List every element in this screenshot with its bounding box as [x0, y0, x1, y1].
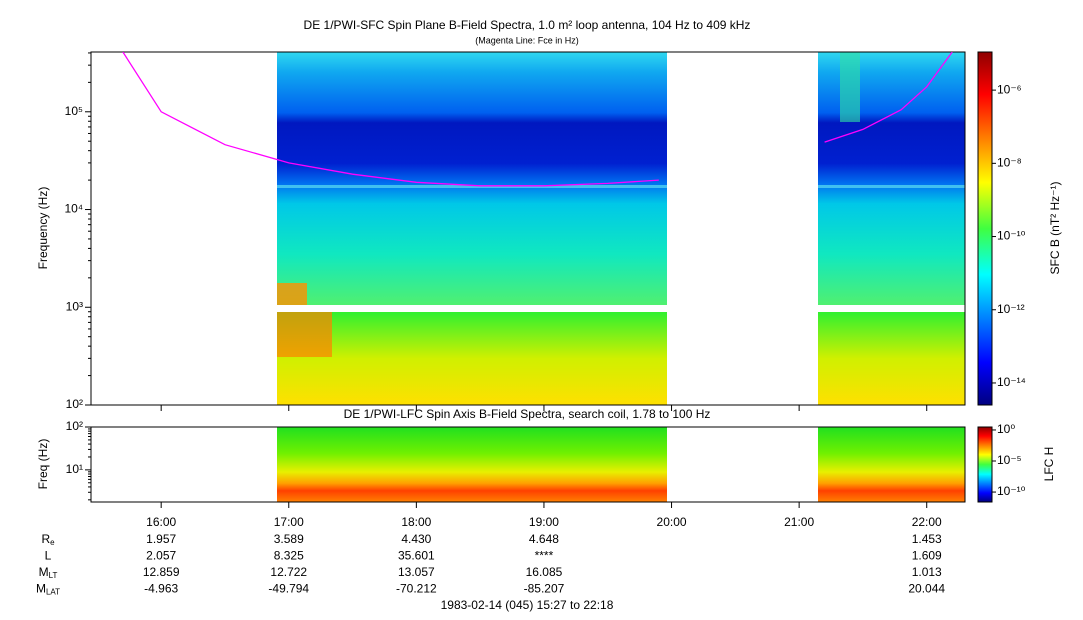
row-label: L [45, 549, 52, 563]
x-tick-label: 19:00 [529, 515, 559, 529]
y-tick-label: 10² [66, 419, 83, 433]
spectrogram-patch [277, 283, 307, 305]
y-tick-label: 10¹ [66, 462, 83, 476]
plot-frame [90, 51, 966, 406]
colorbar-tick-label: 10⁻¹² [997, 302, 1025, 316]
spectrogram-patch [840, 52, 860, 122]
spectrogram-block [818, 312, 965, 405]
spectrogram-block [277, 427, 667, 502]
row-label-main: R [41, 532, 50, 546]
ephemeris-value: 4.648 [529, 532, 559, 546]
colorbar-tick-label: 10⁰ [997, 422, 1015, 436]
ephemeris-value: -85.207 [524, 582, 565, 596]
spectrogram-band [277, 185, 667, 188]
x-tick-label: 20:00 [657, 515, 687, 529]
ephemeris-value: 1.609 [912, 549, 942, 563]
ephemeris-value: 16.085 [526, 565, 563, 579]
ephemeris-value: -49.794 [268, 582, 309, 596]
ephemeris-value: **** [535, 549, 554, 563]
x-tick-label: 17:00 [274, 515, 304, 529]
row-label: MLT [39, 565, 58, 580]
colorbar-tick-label: 10⁻⁵ [997, 453, 1022, 467]
ephemeris-value: 8.325 [274, 549, 304, 563]
y-tick-label: 10² [66, 397, 83, 411]
x-tick-label: 18:00 [401, 515, 431, 529]
plot-frame [90, 426, 966, 503]
y-axis-label: Freq (Hz) [36, 439, 50, 490]
colorbar-label: LFC H [1042, 447, 1056, 482]
row-label: Re [41, 532, 55, 547]
spectrogram-patch [277, 312, 332, 357]
ephemeris-value: -70.212 [396, 582, 437, 596]
ephemeris-value: 2.057 [146, 549, 176, 563]
y-tick-label: 10³ [66, 299, 83, 313]
ephemeris-value: 20.044 [908, 582, 945, 596]
y-axis-label: Frequency (Hz) [36, 187, 50, 270]
row-label-sub: LAT [46, 588, 60, 597]
ephemeris-value: 35.601 [398, 549, 435, 563]
colorbar-tick-label: 10⁻⁶ [997, 82, 1022, 96]
ephemeris-value: -4.963 [144, 582, 178, 596]
panel-title: DE 1/PWI-LFC Spin Axis B-Field Spectra, … [344, 407, 711, 421]
spectrogram-block [277, 312, 667, 405]
row-label: MLAT [36, 582, 60, 597]
spectrogram-band [818, 185, 965, 188]
chart-subtitle: (Magenta Line: Fce in Hz) [475, 35, 579, 45]
row-label-main: M [36, 582, 46, 596]
ephemeris-value: 12.722 [270, 565, 307, 579]
colorbar [977, 51, 993, 406]
row-label-main: L [45, 549, 52, 563]
colorbar-tick-label: 10⁻¹⁴ [997, 375, 1026, 389]
ephemeris-value: 1.957 [146, 532, 176, 546]
colorbar-tick-label: 10⁻¹⁰ [997, 484, 1026, 498]
spectrogram-block [277, 52, 667, 305]
spectrogram-block [818, 427, 965, 502]
chart-title: DE 1/PWI-SFC Spin Plane B-Field Spectra,… [304, 18, 751, 32]
colorbar [977, 426, 993, 503]
footer: 1983-02-14 (045) 15:27 to 22:18 [441, 598, 614, 612]
ephemeris-value: 3.589 [274, 532, 304, 546]
colorbar-tick-label: 10⁻¹⁰ [997, 229, 1026, 243]
x-tick-label: 16:00 [146, 515, 176, 529]
ephemeris-value: 4.430 [401, 532, 431, 546]
ephemeris-value: 1.013 [912, 565, 942, 579]
colorbar-tick-label: 10⁻⁸ [997, 156, 1022, 170]
y-tick-label: 10⁴ [64, 202, 83, 216]
spectrogram [277, 52, 965, 502]
ephemeris-value: 13.057 [398, 565, 435, 579]
ephemeris-value: 12.859 [143, 565, 180, 579]
row-label-main: M [39, 565, 49, 579]
x-tick-label: 21:00 [784, 515, 814, 529]
fce-line [122, 52, 953, 187]
row-label-sub: e [50, 538, 55, 547]
y-tick-label: 10⁵ [65, 104, 83, 118]
ephemeris-value: 1.453 [912, 532, 942, 546]
colorbar-label: SFC B (nT² Hz⁻¹) [1048, 182, 1062, 275]
row-label-sub: LT [49, 571, 58, 580]
x-tick-label: 22:00 [912, 515, 942, 529]
